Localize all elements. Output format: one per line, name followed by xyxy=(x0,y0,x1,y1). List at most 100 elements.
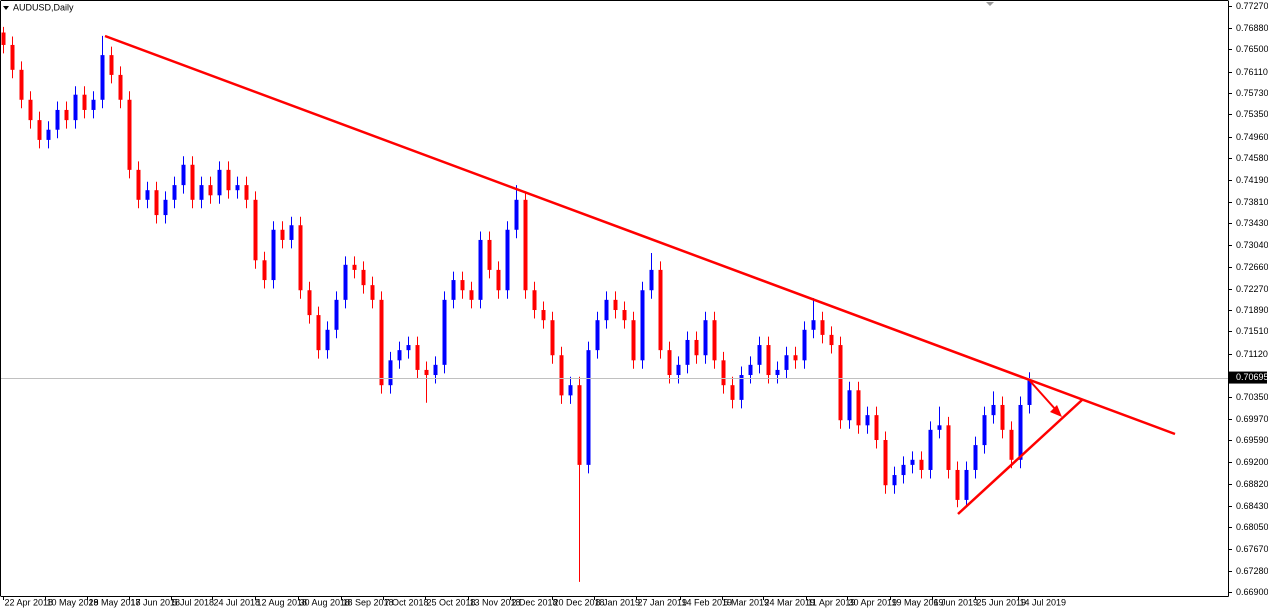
candle-body xyxy=(613,299,618,311)
candle-body xyxy=(739,375,744,400)
y-tick-label: 0.73040 xyxy=(1236,240,1268,250)
candle-body xyxy=(982,415,987,446)
y-tick-label: 0.76880 xyxy=(1236,23,1268,33)
x-tick-label: 25 Oct 2018 xyxy=(427,597,476,607)
candle-body xyxy=(1009,429,1014,460)
candle-body xyxy=(712,320,717,361)
candle-body xyxy=(370,285,375,300)
candle-body xyxy=(433,364,438,376)
x-tick-label: 14 Feb 2019 xyxy=(682,597,733,607)
candle-body xyxy=(550,320,555,356)
candle-body xyxy=(460,280,465,291)
candle-body xyxy=(865,415,870,426)
candle-body xyxy=(928,429,933,470)
candle-body xyxy=(298,225,303,291)
candle-body xyxy=(1027,380,1032,405)
y-tick-label: 0.77270 xyxy=(1236,1,1268,11)
candle-body xyxy=(514,199,519,230)
candle-body xyxy=(622,310,627,321)
candle-body xyxy=(658,269,663,351)
candle-body xyxy=(217,169,222,196)
candle-body xyxy=(109,55,114,75)
current-price-box xyxy=(1229,371,1267,384)
shift-marker[interactable] xyxy=(986,2,994,6)
x-tick-label: 10 May 2018 xyxy=(47,597,99,607)
candle-body xyxy=(973,445,978,470)
candle-body xyxy=(775,369,780,376)
candle-body xyxy=(406,345,411,351)
candle-body xyxy=(955,469,960,500)
candle-body xyxy=(451,280,456,300)
candle-body xyxy=(811,320,816,330)
y-tick-label: 0.68430 xyxy=(1236,501,1268,511)
candle-body xyxy=(73,94,78,121)
candle-body xyxy=(766,345,771,376)
candle-body xyxy=(919,459,924,470)
candle-body xyxy=(586,350,591,465)
candle-body xyxy=(541,310,546,321)
candle-body xyxy=(595,320,600,351)
current-price-label: 0.70695 xyxy=(1236,372,1268,382)
candle-body xyxy=(505,229,510,291)
x-tick-label: 24 Mar 2019 xyxy=(765,597,816,607)
x-tick-label: 6 Jun 2019 xyxy=(934,597,979,607)
y-tick-label: 0.71120 xyxy=(1236,349,1268,359)
arrow-head xyxy=(1050,405,1062,417)
candle-body xyxy=(667,350,672,376)
y-tick-label: 0.67280 xyxy=(1236,566,1268,576)
candle-body xyxy=(523,199,528,291)
candle-body xyxy=(91,99,96,110)
menu-icon[interactable] xyxy=(3,6,9,10)
candle-body xyxy=(892,475,897,486)
candle-body xyxy=(496,269,501,291)
candle-body xyxy=(64,109,69,121)
y-tick-label: 0.72660 xyxy=(1236,262,1268,272)
x-tick-label: 18 Sep 2018 xyxy=(343,597,394,607)
candle-body xyxy=(442,299,447,365)
x-tick-label: 19 May 2019 xyxy=(892,597,944,607)
y-tick-label: 0.74960 xyxy=(1236,132,1268,142)
candle-body xyxy=(478,239,483,300)
y-tick-label: 0.76110 xyxy=(1236,67,1268,77)
candles xyxy=(1,26,1032,582)
y-tick-label: 0.72270 xyxy=(1236,284,1268,294)
x-tick-label: 13 Nov 2018 xyxy=(470,597,521,607)
candle-body xyxy=(379,299,384,386)
candle-body xyxy=(784,355,789,370)
x-tick-label: 7 Oct 2018 xyxy=(385,597,429,607)
candle-body xyxy=(856,390,861,426)
candle-body xyxy=(82,94,87,110)
candle-body xyxy=(604,299,609,321)
y-tick-label: 0.75350 xyxy=(1236,109,1268,119)
candle-body xyxy=(334,299,339,330)
candle-body xyxy=(118,74,123,100)
candle-body xyxy=(820,320,825,335)
candle-body xyxy=(262,260,267,281)
candle-body xyxy=(577,385,582,465)
candle-body xyxy=(235,185,240,191)
candle-body xyxy=(244,185,249,200)
candle-body xyxy=(352,264,357,270)
candle-body xyxy=(424,369,429,376)
candle-body xyxy=(559,355,564,396)
candle-body xyxy=(199,185,204,200)
candle-body xyxy=(937,425,942,430)
y-tick-label: 0.66900 xyxy=(1236,587,1268,597)
x-tick-label: 27 Jan 2019 xyxy=(638,597,688,607)
candle-body xyxy=(847,390,852,421)
candle-body xyxy=(1018,404,1023,460)
candle-body xyxy=(748,364,753,376)
candle-body xyxy=(154,190,159,216)
x-tick-label: 5 Mar 2019 xyxy=(724,597,770,607)
candle-body xyxy=(415,345,420,370)
candle-body xyxy=(271,229,276,281)
x-tick-label: 12 Aug 2018 xyxy=(257,597,308,607)
x-tick-label: 22 Apr 2018 xyxy=(5,597,54,607)
candle-body xyxy=(388,360,393,386)
x-tick-label: 29 May 2018 xyxy=(89,597,141,607)
candle-body xyxy=(721,360,726,386)
y-tick-label: 0.70350 xyxy=(1236,392,1268,402)
x-tick-label: 2 Dec 2018 xyxy=(512,597,558,607)
candle-body xyxy=(568,385,573,396)
